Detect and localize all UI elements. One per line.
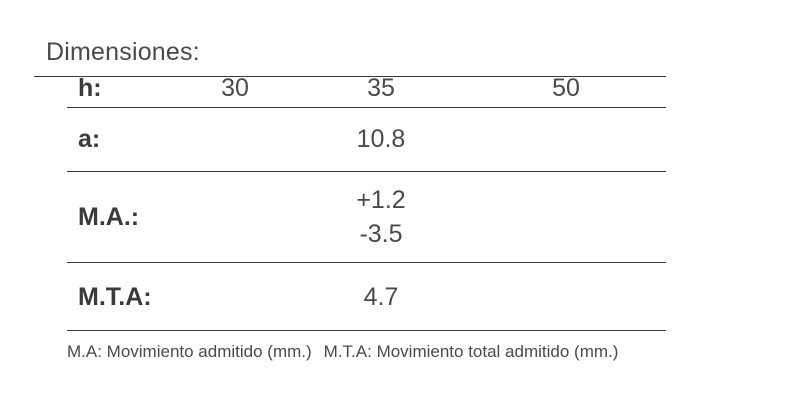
rule-4 xyxy=(67,330,666,331)
row-h-value-30: 30 xyxy=(221,74,249,102)
rule-top xyxy=(34,76,666,77)
row-ma-label: M.A.: xyxy=(78,203,140,231)
rule-1 xyxy=(67,107,666,108)
footnote-mta: M.T.A: Movimiento total admitido (mm.) xyxy=(323,342,619,361)
rule-2 xyxy=(67,171,666,172)
row-mta-label: M.T.A: xyxy=(78,283,152,311)
row-ma-value-plus: +1.2 xyxy=(356,186,406,214)
row-a-value: 10.8 xyxy=(356,125,406,153)
row-mta-value: 4.7 xyxy=(363,283,399,311)
row-a-label: a: xyxy=(78,125,101,153)
row-ma-value-minus: -3.5 xyxy=(359,220,403,248)
footnote-ma: M.A: Movimiento admitido (mm.) xyxy=(67,342,312,361)
footnote: M.A: Movimiento admitido (mm.) M.T.A: Mov… xyxy=(67,342,618,362)
dimensions-title: Dimensiones: xyxy=(46,38,200,66)
row-h-value-35: 35 xyxy=(367,74,395,102)
row-h-value-50: 50 xyxy=(552,74,580,102)
rule-3 xyxy=(67,262,666,263)
row-h-label: h: xyxy=(78,74,102,102)
